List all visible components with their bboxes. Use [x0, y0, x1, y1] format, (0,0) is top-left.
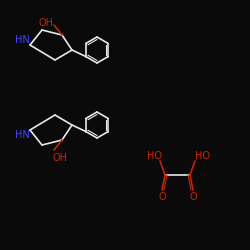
- Text: HO: HO: [146, 151, 162, 161]
- Text: HO: HO: [194, 151, 210, 161]
- Text: O: O: [158, 192, 166, 202]
- Text: O: O: [189, 192, 197, 202]
- Text: OH: OH: [38, 18, 54, 28]
- Text: OH: OH: [52, 153, 68, 163]
- Text: HN: HN: [14, 35, 30, 45]
- Text: HN: HN: [14, 130, 30, 140]
